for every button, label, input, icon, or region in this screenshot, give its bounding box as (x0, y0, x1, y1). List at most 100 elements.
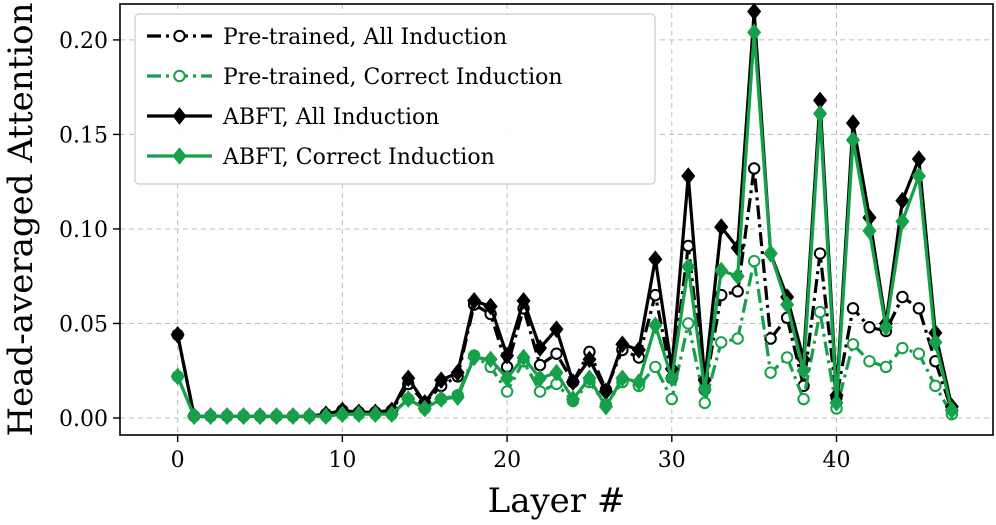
data-point (467, 291, 482, 310)
data-point (731, 332, 744, 345)
data-point (417, 399, 432, 418)
data-point (911, 150, 926, 168)
data-point (615, 369, 630, 388)
legend-label: ABFT, All Induction (222, 105, 439, 130)
data-point (285, 407, 300, 425)
data-point (649, 360, 662, 374)
legend: Pre-trained, All Induction Pre-trained, C… (134, 13, 656, 185)
data-point (747, 2, 762, 21)
legend-marker (173, 69, 186, 83)
data-point (697, 380, 712, 399)
data-point (929, 379, 942, 393)
data-point (714, 218, 729, 236)
legend-marker (172, 107, 187, 125)
data-point (467, 348, 482, 367)
x-tick-label: 20 (493, 448, 521, 473)
data-point (549, 320, 564, 338)
y-tick-label: 0.15 (59, 123, 108, 148)
series-4 (170, 23, 959, 425)
data-point (863, 355, 876, 368)
data-point (911, 167, 926, 185)
data-point (878, 318, 893, 337)
data-point (335, 405, 350, 424)
data-point (549, 363, 564, 382)
data-point (252, 407, 268, 425)
data-point (615, 335, 630, 354)
data-point (731, 285, 744, 298)
data-point (845, 114, 861, 132)
data-point (434, 371, 449, 389)
data-point (879, 360, 893, 374)
data-point (665, 392, 679, 406)
data-point (648, 250, 663, 268)
data-point (384, 405, 399, 424)
data-point (483, 297, 498, 316)
data-point (582, 369, 597, 388)
data-point (780, 351, 794, 364)
data-point (912, 347, 926, 360)
data-point (682, 317, 695, 330)
x-tick-label: 0 (171, 448, 185, 473)
x-tick-label: 30 (658, 448, 686, 473)
data-point (829, 394, 844, 412)
data-point (236, 407, 251, 425)
data-point (434, 390, 449, 408)
data-point (764, 366, 777, 379)
plot-frame (119, 3, 994, 436)
data-point (533, 358, 547, 372)
data-point (500, 385, 514, 398)
x-tick-label: 40 (823, 448, 851, 473)
y-tick-label: 0.10 (59, 218, 108, 243)
data-point (895, 212, 910, 231)
data-point (533, 385, 547, 398)
data-point (532, 369, 548, 388)
data-point (550, 347, 563, 360)
legend-marker (172, 147, 187, 165)
data-point (846, 302, 860, 315)
axis-ticks: 0 10 20 30 40 0.00 0.05 0.10 0.15 0.20 (59, 29, 851, 473)
legend-entry: ABFT, Correct Induction (147, 145, 495, 170)
y-axis-label: Head-averaged Attention (1, 2, 41, 436)
data-point (516, 348, 531, 367)
data-point (845, 131, 861, 149)
data-point (170, 326, 185, 344)
data-point (862, 222, 877, 240)
legend-box (134, 13, 656, 185)
x-axis-label: Layer # (488, 481, 626, 521)
legend-entry: Pre-trained, Correct Induction (147, 65, 563, 90)
legend-label: Pre-trained, All Induction (223, 25, 507, 50)
data-point (747, 23, 762, 42)
data-point (715, 336, 728, 349)
data-point (796, 361, 811, 380)
x-tick-label: 10 (328, 448, 356, 473)
data-point (318, 407, 333, 425)
data-point (565, 373, 581, 391)
data-point (747, 162, 761, 175)
data-point (648, 316, 663, 335)
data-point (912, 302, 926, 315)
data-point (863, 321, 876, 334)
data-point (631, 341, 646, 359)
data-point (302, 407, 317, 425)
data-point (714, 261, 729, 280)
data-point (896, 290, 909, 304)
data-point (681, 257, 696, 276)
data-point (500, 369, 515, 388)
data-point (664, 369, 679, 388)
data-point (681, 167, 696, 185)
data-point (565, 390, 581, 408)
y-tick-label: 0.05 (59, 312, 108, 337)
data-point (483, 350, 498, 369)
legend-marker (173, 29, 186, 43)
data-point (220, 407, 235, 425)
data-point (582, 350, 597, 369)
data-point (450, 363, 465, 382)
data-point (895, 191, 910, 210)
data-point (401, 369, 416, 388)
data-point (813, 305, 827, 319)
data-point (780, 295, 795, 314)
data-point (928, 333, 943, 352)
data-point (797, 392, 810, 406)
data-point (516, 291, 531, 310)
